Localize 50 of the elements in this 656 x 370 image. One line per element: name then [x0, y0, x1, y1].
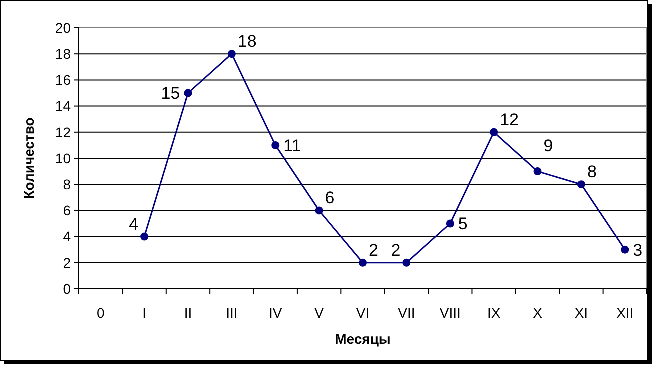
point — [621, 246, 630, 254]
y-tick-label: 10 — [55, 150, 72, 166]
point — [577, 180, 586, 189]
data-label: 15 — [161, 84, 180, 104]
x-tick-label: VIII — [440, 305, 461, 321]
data-label: 2 — [369, 240, 378, 260]
x-tick-label: XII — [616, 305, 634, 321]
y-tick-label: 12 — [55, 124, 72, 140]
x-tick-label: XI — [574, 305, 588, 321]
data-label: 4 — [129, 214, 139, 234]
x-axis-title: Месяцы — [335, 331, 391, 347]
x-tick-label: V — [314, 305, 325, 321]
x-tick-label: X — [533, 305, 544, 321]
point — [315, 206, 324, 215]
y-tick-label: 16 — [55, 72, 72, 88]
y-tick-label: 4 — [63, 228, 72, 245]
y-tick-label: 2 — [63, 254, 72, 271]
x-tick-label: III — [226, 305, 238, 321]
point — [359, 258, 367, 267]
point — [402, 258, 411, 267]
point — [490, 128, 498, 136]
point — [534, 168, 542, 176]
data-label: 2 — [391, 240, 401, 260]
x-tick-label: IV — [269, 305, 283, 321]
y-tick-label: 6 — [63, 202, 72, 219]
x-tick-label: I — [142, 305, 146, 321]
data-label: 12 — [500, 110, 519, 130]
data-label: 5 — [458, 214, 468, 234]
data-label: 6 — [325, 188, 335, 208]
x-tick-label: VII — [398, 305, 416, 321]
y-axis-title: Количество — [21, 118, 37, 200]
y-tick-label: 14 — [55, 98, 72, 114]
y-tick-label: 20 — [55, 20, 72, 36]
y-tick-label: 0 — [63, 280, 72, 297]
point — [446, 220, 454, 228]
point — [140, 232, 149, 241]
data-label: 9 — [544, 136, 554, 156]
y-tick-label: 18 — [55, 46, 72, 62]
data-label: 3 — [633, 240, 643, 260]
point — [228, 50, 236, 58]
data-label: 11 — [284, 136, 302, 156]
data-label: 18 — [238, 32, 257, 52]
point — [184, 89, 192, 98]
x-tick-label: VI — [356, 305, 370, 321]
data-label: 8 — [587, 162, 597, 182]
x-tick-label: II — [184, 305, 192, 321]
point — [272, 141, 280, 150]
x-tick-label: 0 — [96, 305, 105, 321]
y-tick-label: 8 — [63, 176, 72, 192]
x-tick-label: IX — [487, 305, 502, 321]
